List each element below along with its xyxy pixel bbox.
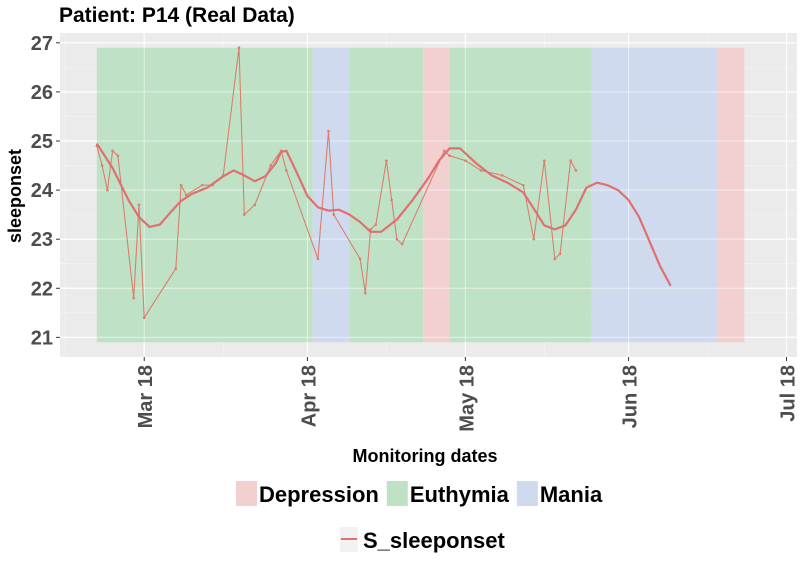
data-point xyxy=(332,213,336,216)
data-point xyxy=(574,169,578,172)
legend-label-mania: Mania xyxy=(540,482,603,507)
y-tick-label: 23 xyxy=(31,229,53,251)
data-point xyxy=(500,174,504,177)
data-point xyxy=(390,198,393,202)
data-point xyxy=(116,154,120,158)
data-point xyxy=(316,257,320,261)
state-band-mania xyxy=(312,47,350,343)
y-tick-label: 24 xyxy=(31,180,54,202)
x-tick-label: May 18 xyxy=(456,365,478,432)
chart-title: Patient: P14 (Real Data) xyxy=(59,4,295,27)
state-band-euthymia xyxy=(449,47,592,343)
data-point xyxy=(464,159,467,162)
smooth-series xyxy=(95,142,672,287)
data-point xyxy=(479,169,483,172)
data-point xyxy=(327,129,330,133)
data-point xyxy=(395,237,399,241)
legend-series: S_sleeponset xyxy=(340,527,506,553)
data-point xyxy=(179,183,183,187)
legend-key-depression xyxy=(236,481,257,506)
data-point xyxy=(242,213,246,216)
data-point xyxy=(253,203,257,207)
raw-series xyxy=(95,46,578,320)
state-band-euthymia xyxy=(349,47,424,343)
data-point xyxy=(174,267,178,270)
y-tick-label: 21 xyxy=(31,327,53,349)
data-point xyxy=(100,164,104,167)
data-point xyxy=(374,223,378,226)
data-point xyxy=(237,46,241,50)
data-point xyxy=(358,257,362,261)
data-point xyxy=(385,159,388,162)
data-point xyxy=(532,237,536,241)
data-point xyxy=(106,188,109,192)
data-point xyxy=(543,159,546,162)
legend-label-euthymia: Euthymia xyxy=(410,482,510,507)
y-tick-label: 25 xyxy=(31,131,53,153)
data-point xyxy=(448,154,451,158)
y-tick-label: 27 xyxy=(31,33,53,55)
data-point xyxy=(137,203,141,207)
data-point xyxy=(269,164,272,167)
legend-label-series: S_sleeponset xyxy=(363,528,506,553)
data-point xyxy=(400,242,404,246)
data-point xyxy=(442,149,446,153)
state-band-depression xyxy=(423,47,450,343)
data-point xyxy=(185,193,188,197)
legend-key-mania xyxy=(516,481,538,506)
legend-states: Depression Euthymia Mania xyxy=(236,481,603,507)
legend-label-depression: Depression xyxy=(259,482,379,507)
data-point xyxy=(132,296,135,300)
x-axis: Mar 18 Apr 18 May 18 Jun 18 Jul 18 xyxy=(135,357,800,432)
state-band-depression xyxy=(718,47,745,343)
data-point xyxy=(142,316,146,320)
x-tick-label: Mar 18 xyxy=(135,365,157,428)
state-band-mania xyxy=(591,47,719,343)
y-tick-label: 26 xyxy=(31,82,53,104)
data-point xyxy=(364,291,367,295)
data-point xyxy=(569,159,572,162)
x-tick-label: Jun 18 xyxy=(620,365,642,428)
data-point xyxy=(521,183,525,187)
data-point xyxy=(111,149,114,153)
data-point xyxy=(553,257,557,261)
x-tick-label: Jul 18 xyxy=(778,365,800,422)
state-bands xyxy=(60,33,797,357)
x-tick-label: Apr 18 xyxy=(298,365,320,427)
data-point xyxy=(558,252,562,256)
y-axis: 21 22 23 24 25 26 27 xyxy=(31,33,60,349)
legend-key-euthymia xyxy=(386,481,408,506)
y-axis-label: sleeponset xyxy=(5,149,25,243)
data-point xyxy=(200,183,204,187)
smooth-line xyxy=(95,142,672,287)
data-point xyxy=(285,169,288,172)
y-tick-label: 22 xyxy=(31,278,53,300)
x-axis-label: Monitoring dates xyxy=(353,446,498,466)
